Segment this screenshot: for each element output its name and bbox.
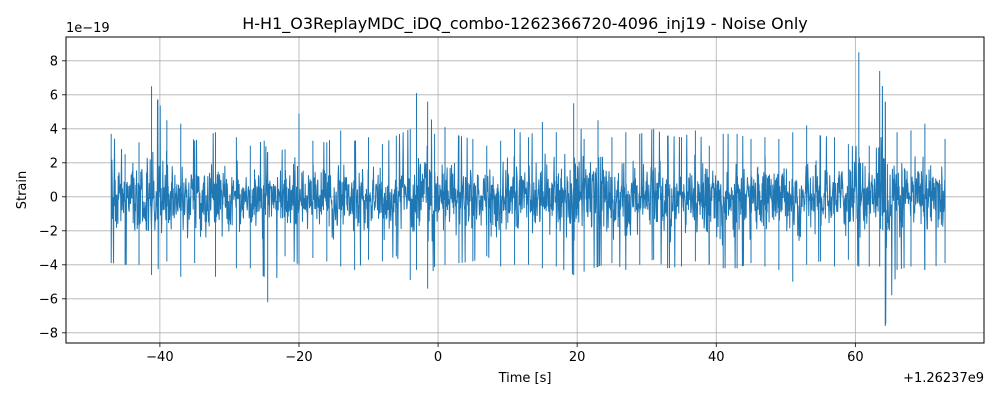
y-axis: −8 −6 −4 −2 0 2 4 6 8 (39, 54, 66, 341)
y-axis-label: Strain (15, 171, 30, 210)
y-tick-label: 2 (50, 156, 58, 171)
chart-title: H-H1_O3ReplayMDC_iDQ_combo-1262366720-40… (242, 14, 808, 34)
x-tick-label: 40 (708, 350, 725, 365)
y-tick-label: 4 (50, 122, 58, 137)
x-axis-label: Time [s] (498, 371, 552, 386)
y-tick-label: −8 (39, 326, 58, 341)
x-offset-label: +1.26237e9 (903, 371, 984, 386)
x-tick-label: 60 (847, 350, 864, 365)
x-tick-label: 20 (569, 350, 586, 365)
y-tick-label: −4 (39, 258, 58, 273)
y-tick-label: 8 (50, 54, 58, 69)
y-scale-label: 1e−19 (66, 21, 110, 36)
plot-frame (65, 36, 985, 344)
data-series (110, 52, 946, 326)
x-tick-label: −40 (146, 350, 173, 365)
x-axis: −40 −20 0 20 40 60 (146, 343, 864, 365)
strain-series-line (110, 52, 946, 326)
y-tick-label: 6 (50, 88, 58, 103)
y-tick-label: 0 (50, 190, 58, 205)
y-tick-label: −2 (39, 224, 58, 239)
x-tick-label: 0 (434, 350, 442, 365)
x-tick-label: −20 (285, 350, 312, 365)
y-tick-label: −6 (39, 292, 58, 307)
